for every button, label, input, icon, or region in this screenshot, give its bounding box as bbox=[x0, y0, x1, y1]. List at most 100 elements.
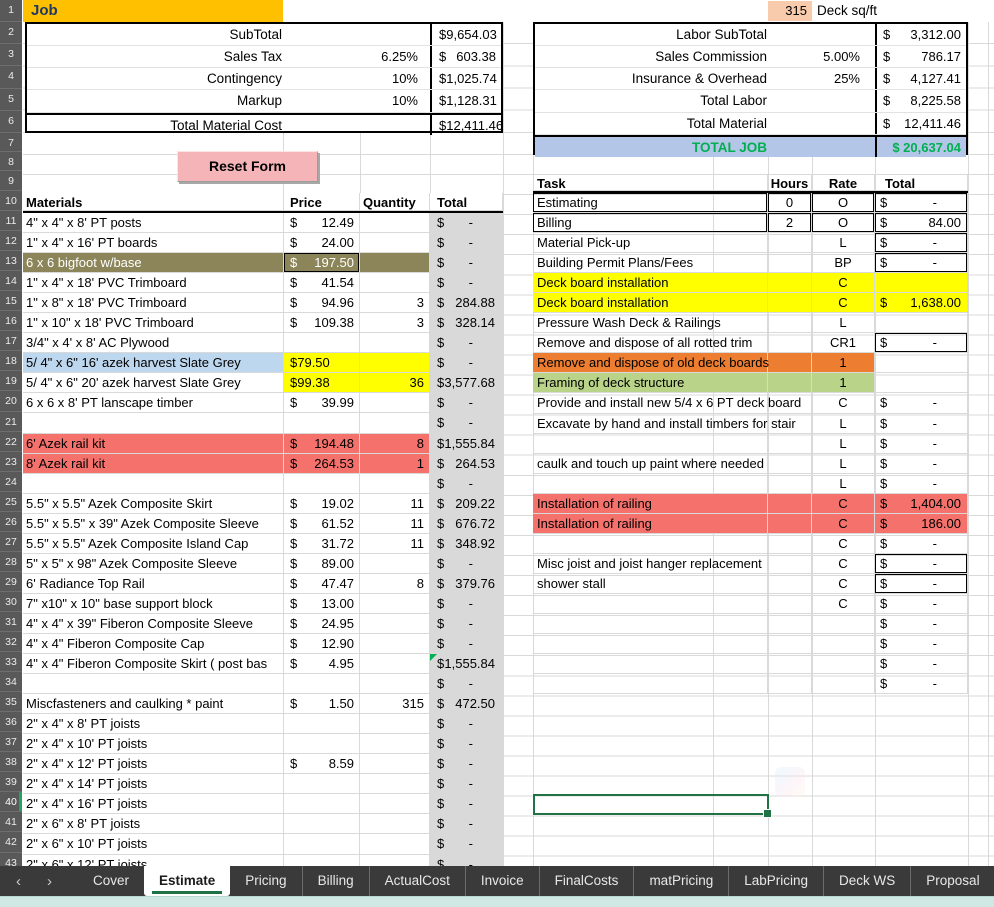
summary-percent[interactable]: 6.25% bbox=[381, 49, 418, 65]
row-header[interactable]: 40 bbox=[0, 792, 22, 813]
row-header[interactable]: 34 bbox=[0, 672, 22, 693]
task-rate-cell[interactable]: C bbox=[812, 393, 875, 414]
material-name-cell[interactable]: 5.5" x 5.5" Azek Composite Skirt bbox=[23, 493, 284, 514]
materials-header[interactable]: Materials bbox=[23, 193, 284, 211]
material-name-cell[interactable]: 6 x 6 bigfoot w/base bbox=[23, 253, 284, 274]
task-hours-cell[interactable] bbox=[768, 253, 812, 274]
material-qty-cell[interactable] bbox=[360, 553, 430, 574]
material-qty-cell[interactable] bbox=[360, 794, 430, 815]
material-qty-cell[interactable] bbox=[360, 473, 430, 494]
material-name-cell[interactable]: 6 x 6 x 8' PT lanscape timber bbox=[23, 393, 284, 414]
task-total-cell[interactable]: $ - bbox=[875, 453, 968, 474]
row-header[interactable]: 23 bbox=[0, 452, 22, 472]
material-qty-cell[interactable] bbox=[360, 734, 430, 755]
task-total-cell[interactable]: $ - bbox=[875, 233, 968, 254]
summary-label[interactable]: Sales Tax bbox=[223, 49, 282, 65]
task-name-cell[interactable]: Remove and dispose of old deck boards bbox=[533, 353, 769, 374]
material-name-cell[interactable]: 4" x 4" Fiberon Composite Cap bbox=[23, 633, 284, 655]
sheet-tab[interactable]: Cover bbox=[93, 873, 130, 888]
task-total-cell[interactable]: $ - bbox=[875, 253, 968, 274]
material-qty-cell[interactable]: 11 bbox=[360, 493, 430, 514]
selected-cell-outline[interactable] bbox=[533, 794, 772, 818]
row-header[interactable]: 30 bbox=[0, 592, 22, 612]
task-rate-cell[interactable]: CR1 bbox=[812, 333, 875, 354]
material-price-cell[interactable]: $ 264.53 bbox=[284, 453, 360, 474]
material-total-cell[interactable]: $ 209.22 bbox=[430, 493, 503, 514]
material-total-cell[interactable]: $ - bbox=[430, 633, 503, 655]
total-header[interactable]: Total bbox=[430, 193, 503, 211]
material-name-cell[interactable]: 1" x 4" x 16' PT boards bbox=[23, 233, 284, 254]
material-qty-cell[interactable] bbox=[360, 353, 430, 374]
material-name-cell[interactable] bbox=[23, 473, 284, 494]
material-price-cell[interactable]: $ 61.52 bbox=[284, 513, 360, 534]
sheet-tab[interactable]: Billing bbox=[301, 866, 369, 896]
row-header[interactable]: 19 bbox=[0, 371, 22, 392]
task-name-cell[interactable] bbox=[533, 533, 768, 554]
material-price-cell[interactable]: $99.38 bbox=[284, 373, 360, 394]
material-name-cell[interactable]: 5.5" x 5.5" Azek Composite Island Cap bbox=[23, 533, 284, 554]
task-total-cell[interactable]: $ - bbox=[875, 413, 968, 434]
material-total-cell[interactable]: $ 284.88 bbox=[430, 293, 503, 314]
row-header[interactable]: 43 bbox=[0, 853, 22, 866]
task-hours-cell[interactable]: 0 bbox=[768, 193, 812, 214]
row-header[interactable]: 20 bbox=[0, 391, 22, 412]
task-hours-cell[interactable] bbox=[768, 513, 812, 534]
task-name-cell[interactable]: Remove and dispose of all rotted trim bbox=[533, 333, 768, 354]
task-hours-cell[interactable] bbox=[768, 473, 812, 494]
material-price-cell[interactable] bbox=[284, 333, 360, 354]
reset-form-button[interactable]: Reset Form bbox=[177, 151, 318, 182]
material-total-cell[interactable]: $ - bbox=[430, 273, 503, 294]
material-price-cell[interactable]: $ 4.95 bbox=[284, 654, 360, 675]
material-price-cell[interactable] bbox=[284, 734, 360, 755]
material-total-cell[interactable]: $ 264.53 bbox=[430, 453, 503, 474]
task-rate-cell[interactable]: O bbox=[812, 193, 875, 214]
material-price-cell[interactable] bbox=[284, 413, 360, 434]
prev-sheet-arrow-icon[interactable]: ‹ bbox=[16, 872, 21, 890]
material-total-cell[interactable]: $ - bbox=[430, 794, 503, 815]
row-header[interactable]: 18 bbox=[0, 351, 22, 372]
material-name-cell[interactable]: 2" x 4" x 8' PT joists bbox=[23, 714, 284, 735]
row-header[interactable]: 1 bbox=[0, 0, 22, 23]
material-total-cell[interactable]: $ - bbox=[430, 854, 503, 866]
task-name-cell[interactable]: Pressure Wash Deck & Railings bbox=[533, 313, 768, 334]
material-total-cell[interactable]: $ 379.76 bbox=[430, 573, 503, 594]
summary-label[interactable]: Total Labor bbox=[700, 93, 767, 109]
task-rate-cell[interactable]: C bbox=[812, 513, 875, 534]
summary-percent[interactable] bbox=[285, 115, 430, 135]
material-price-cell[interactable]: $ 47.47 bbox=[284, 573, 360, 594]
task-hours-cell[interactable] bbox=[768, 393, 812, 414]
task-rate-cell[interactable]: L bbox=[812, 413, 875, 434]
summary-percent[interactable] bbox=[770, 90, 875, 111]
material-qty-cell[interactable]: 36 bbox=[360, 373, 430, 394]
summary-value[interactable]: $ 1,025.74 bbox=[430, 68, 502, 90]
task-hours-cell[interactable]: 2 bbox=[768, 213, 812, 234]
task-hours-cell[interactable] bbox=[768, 373, 812, 394]
row-header[interactable]: 11 bbox=[0, 211, 22, 232]
summary-label[interactable]: Total Material Cost bbox=[170, 117, 282, 133]
material-qty-cell[interactable]: 11 bbox=[360, 533, 430, 554]
material-total-cell[interactable]: $ - bbox=[430, 333, 503, 354]
material-total-cell[interactable]: $ - bbox=[430, 734, 503, 755]
task-rate-cell[interactable]: C bbox=[812, 593, 875, 614]
material-price-cell[interactable]: $ 12.49 bbox=[284, 213, 360, 234]
summary-value[interactable]: $ 603.38 bbox=[430, 46, 501, 68]
rate-header[interactable]: Rate bbox=[812, 174, 875, 191]
material-price-cell[interactable]: $79.50 bbox=[284, 353, 360, 374]
material-total-cell[interactable]: $ - bbox=[430, 593, 503, 614]
task-hours-cell[interactable] bbox=[768, 313, 812, 334]
task-hours-cell[interactable] bbox=[768, 613, 812, 635]
material-name-cell[interactable]: 7" x10" x 10" base support block bbox=[23, 593, 284, 614]
task-hours-cell[interactable] bbox=[768, 593, 812, 614]
row-header[interactable]: 41 bbox=[0, 812, 22, 833]
task-rate-cell[interactable]: C bbox=[812, 573, 875, 594]
row-header[interactable]: 4 bbox=[0, 66, 22, 89]
material-name-cell[interactable]: 2" x 6" x 10' PT joists bbox=[23, 834, 284, 855]
material-total-cell[interactable]: $ - bbox=[430, 834, 503, 855]
task-name-cell[interactable]: Framing of deck structure bbox=[533, 373, 768, 394]
task-rate-cell[interactable]: 1 bbox=[812, 373, 875, 394]
summary-label[interactable]: Markup bbox=[236, 93, 282, 109]
row-header[interactable]: 24 bbox=[0, 472, 22, 492]
task-hours-cell[interactable] bbox=[768, 674, 812, 695]
task-rate-cell[interactable]: C bbox=[812, 533, 875, 554]
material-qty-cell[interactable] bbox=[360, 674, 430, 695]
